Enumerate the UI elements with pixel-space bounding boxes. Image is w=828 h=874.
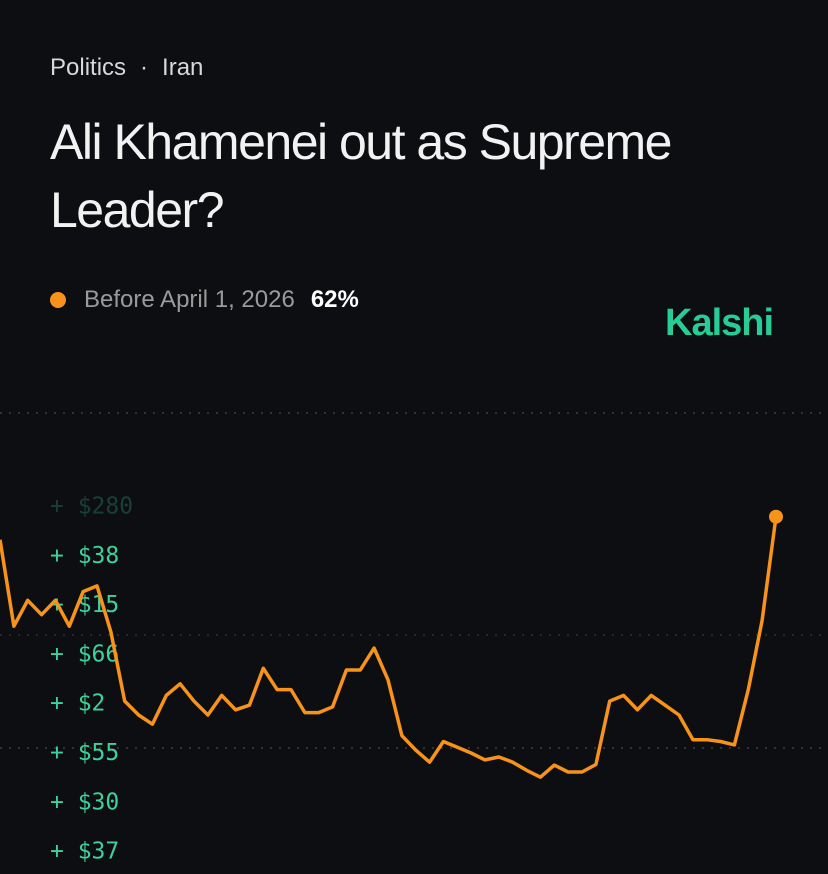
legend-dot [50, 292, 66, 308]
trade-label: + $2 [50, 691, 105, 717]
trade-label: + $55 [50, 740, 119, 766]
trade-label: + $15 [50, 592, 119, 618]
trade-label: + $38 [50, 543, 119, 569]
breadcrumb: Politics · Iran [50, 54, 204, 81]
legend: Before April 1, 2026 62% [50, 286, 359, 314]
trade-label: + $30 [50, 789, 119, 815]
category[interactable]: Politics [50, 54, 127, 81]
market-title: Ali Khamenei out as Supreme Leader? [50, 114, 672, 238]
trade-label: + $280 [50, 494, 133, 520]
price-line [0, 516, 778, 779]
brand-logo[interactable]: Kalshi [665, 302, 774, 344]
legend-value: 62% [310, 286, 359, 313]
trade-feed: + $280 + $38 + $15 + $66 + $2 + $55 + $30 + $37 [50, 494, 133, 865]
last-point [769, 509, 783, 524]
legend-label: Before April 1, 2026 [84, 286, 295, 313]
subcategory[interactable]: Iran [162, 54, 204, 81]
trade-label: + $66 [50, 641, 119, 667]
trade-label: + $37 [50, 839, 119, 865]
